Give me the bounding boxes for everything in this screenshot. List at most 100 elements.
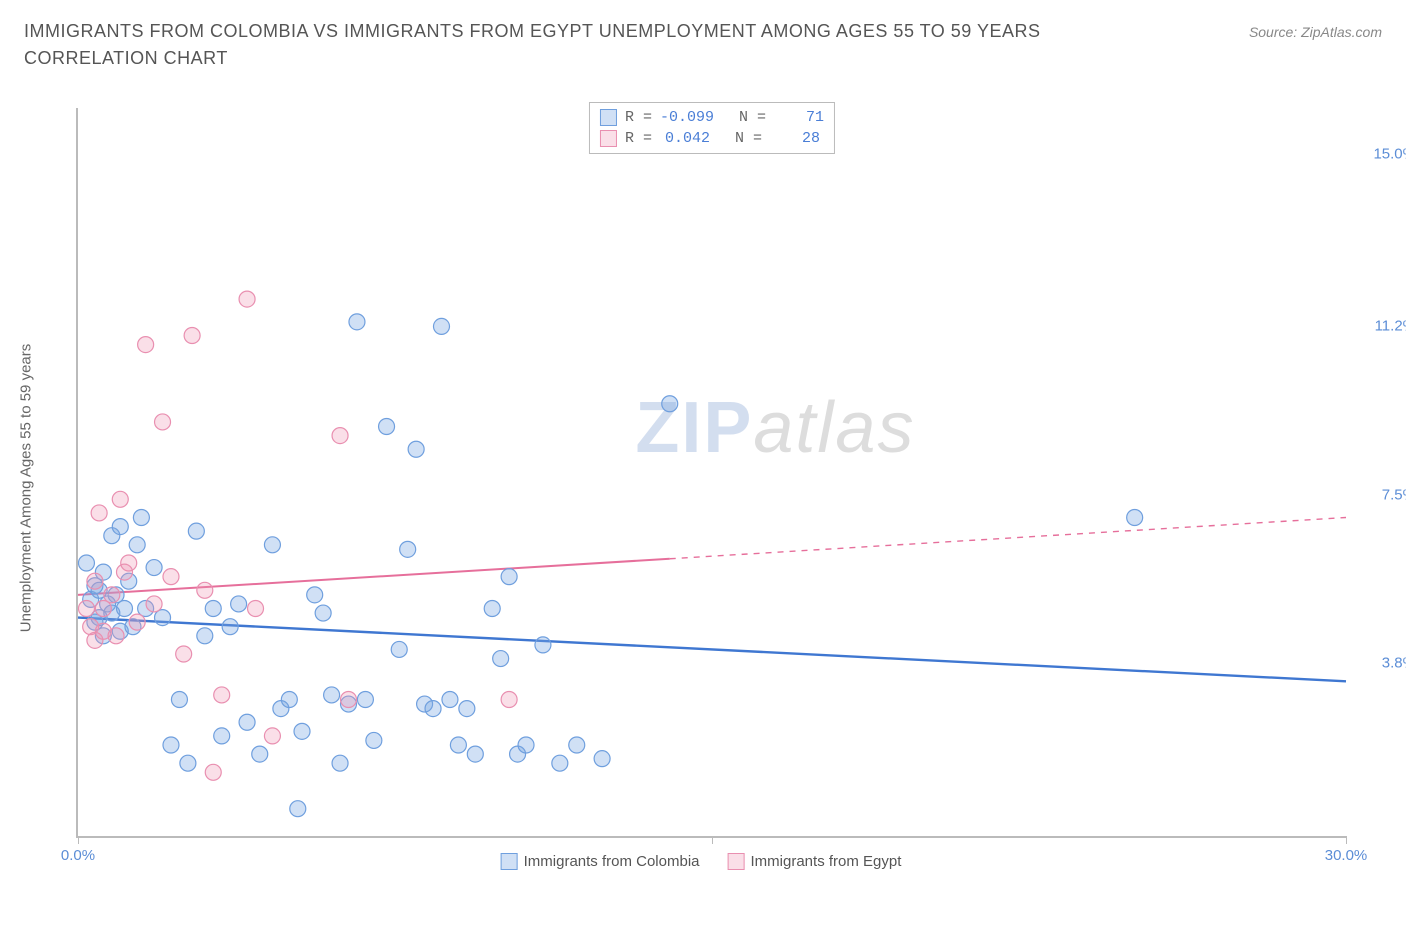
scatter-point (214, 687, 230, 703)
y-tick-label: 7.5% (1356, 486, 1406, 503)
scatter-point (231, 596, 247, 612)
scatter-point (324, 687, 340, 703)
x-tick-label: 0.0% (61, 847, 95, 864)
legend-label-egypt: Immigrants from Egypt (751, 853, 902, 870)
scatter-point (341, 692, 357, 708)
scatter-point (133, 510, 149, 526)
scatter-point (349, 314, 365, 330)
scatter-point (501, 692, 517, 708)
scatter-point (569, 737, 585, 753)
legend-item-colombia: Immigrants from Colombia (501, 853, 700, 870)
n-value-egypt: 28 (770, 128, 820, 149)
plot-region: ZIPatlas R = -0.099 N = 71 R = 0.042 N =… (76, 108, 1346, 838)
scatter-point (197, 582, 213, 598)
swatch-colombia (501, 853, 518, 870)
bottom-legend: Immigrants from Colombia Immigrants from… (501, 853, 902, 870)
scatter-point (188, 523, 204, 539)
scatter-point (146, 560, 162, 576)
scatter-point (87, 573, 103, 589)
scatter-point (315, 605, 331, 621)
scatter-point (222, 619, 238, 635)
scatter-point (391, 641, 407, 657)
scatter-point (332, 755, 348, 771)
scatter-point (290, 801, 306, 817)
x-tick (78, 836, 79, 844)
stats-row-colombia: R = -0.099 N = 71 (600, 107, 824, 128)
legend-item-egypt: Immigrants from Egypt (728, 853, 902, 870)
scatter-point (197, 628, 213, 644)
r-label: R = (625, 107, 652, 128)
scatter-point (493, 651, 509, 667)
scatter-point (91, 505, 107, 521)
scatter-point (78, 601, 94, 617)
x-tick (712, 836, 713, 844)
r-value-colombia: -0.099 (660, 107, 714, 128)
y-tick-label: 11.2% (1356, 318, 1406, 335)
scatter-point (129, 614, 145, 630)
chart-header: IMMIGRANTS FROM COLOMBIA VS IMMIGRANTS F… (0, 0, 1406, 78)
scatter-point (171, 692, 187, 708)
swatch-egypt (728, 853, 745, 870)
scatter-point (357, 692, 373, 708)
r-label: R = (625, 128, 652, 149)
scatter-point (78, 555, 94, 571)
scatter-point (163, 737, 179, 753)
scatter-point (163, 569, 179, 585)
scatter-point (484, 601, 500, 617)
scatter-point (281, 692, 297, 708)
source-attribution: Source: ZipAtlas.com (1249, 24, 1382, 40)
scatter-point (108, 628, 124, 644)
scatter-point (552, 755, 568, 771)
scatter-point (366, 732, 382, 748)
scatter-point (518, 737, 534, 753)
n-value-colombia: 71 (774, 107, 824, 128)
scatter-point (450, 737, 466, 753)
scatter-point (205, 601, 221, 617)
stats-legend-box: R = -0.099 N = 71 R = 0.042 N = 28 (589, 102, 835, 154)
scatter-point (129, 537, 145, 553)
scatter-point (116, 601, 132, 617)
scatter-point (294, 723, 310, 739)
scatter-point (307, 587, 323, 603)
r-value-egypt: 0.042 (660, 128, 710, 149)
swatch-colombia (600, 109, 617, 126)
scatter-point (214, 728, 230, 744)
scatter-point (155, 414, 171, 430)
scatter-point (264, 728, 280, 744)
scatter-point (184, 328, 200, 344)
scatter-points-layer (78, 108, 1346, 836)
scatter-point (535, 637, 551, 653)
scatter-point (264, 537, 280, 553)
scatter-point (112, 519, 128, 535)
scatter-point (662, 396, 678, 412)
scatter-point (594, 751, 610, 767)
scatter-point (239, 291, 255, 307)
x-tick (1346, 836, 1347, 844)
scatter-point (467, 746, 483, 762)
scatter-point (248, 601, 264, 617)
scatter-point (1127, 510, 1143, 526)
chart-area: Unemployment Among Ages 55 to 59 years Z… (56, 108, 1346, 868)
scatter-point (239, 714, 255, 730)
scatter-point (205, 764, 221, 780)
x-tick-label: 30.0% (1325, 847, 1368, 864)
y-tick-label: 3.8% (1356, 655, 1406, 672)
scatter-point (176, 646, 192, 662)
y-tick-label: 15.0% (1356, 145, 1406, 162)
scatter-point (180, 755, 196, 771)
scatter-point (252, 746, 268, 762)
y-axis-label: Unemployment Among Ages 55 to 59 years (18, 344, 35, 633)
scatter-point (408, 441, 424, 457)
scatter-point (433, 318, 449, 334)
stats-row-egypt: R = 0.042 N = 28 (600, 128, 824, 149)
scatter-point (121, 555, 137, 571)
scatter-point (501, 569, 517, 585)
scatter-point (332, 428, 348, 444)
scatter-point (104, 587, 120, 603)
swatch-egypt (600, 130, 617, 147)
scatter-point (138, 337, 154, 353)
scatter-point (146, 596, 162, 612)
n-label: N = (739, 107, 766, 128)
scatter-point (425, 701, 441, 717)
scatter-point (379, 419, 395, 435)
